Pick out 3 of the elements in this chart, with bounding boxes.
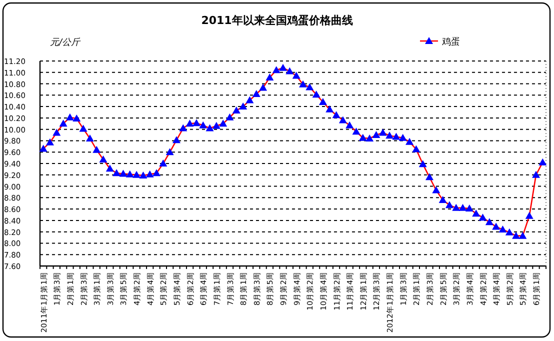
y-axis-title: 元/公斤 xyxy=(50,37,82,48)
legend-label: 鸡蛋 xyxy=(441,36,460,48)
chart-title: 2011年以来全国鸡蛋价格曲线 xyxy=(201,14,353,27)
